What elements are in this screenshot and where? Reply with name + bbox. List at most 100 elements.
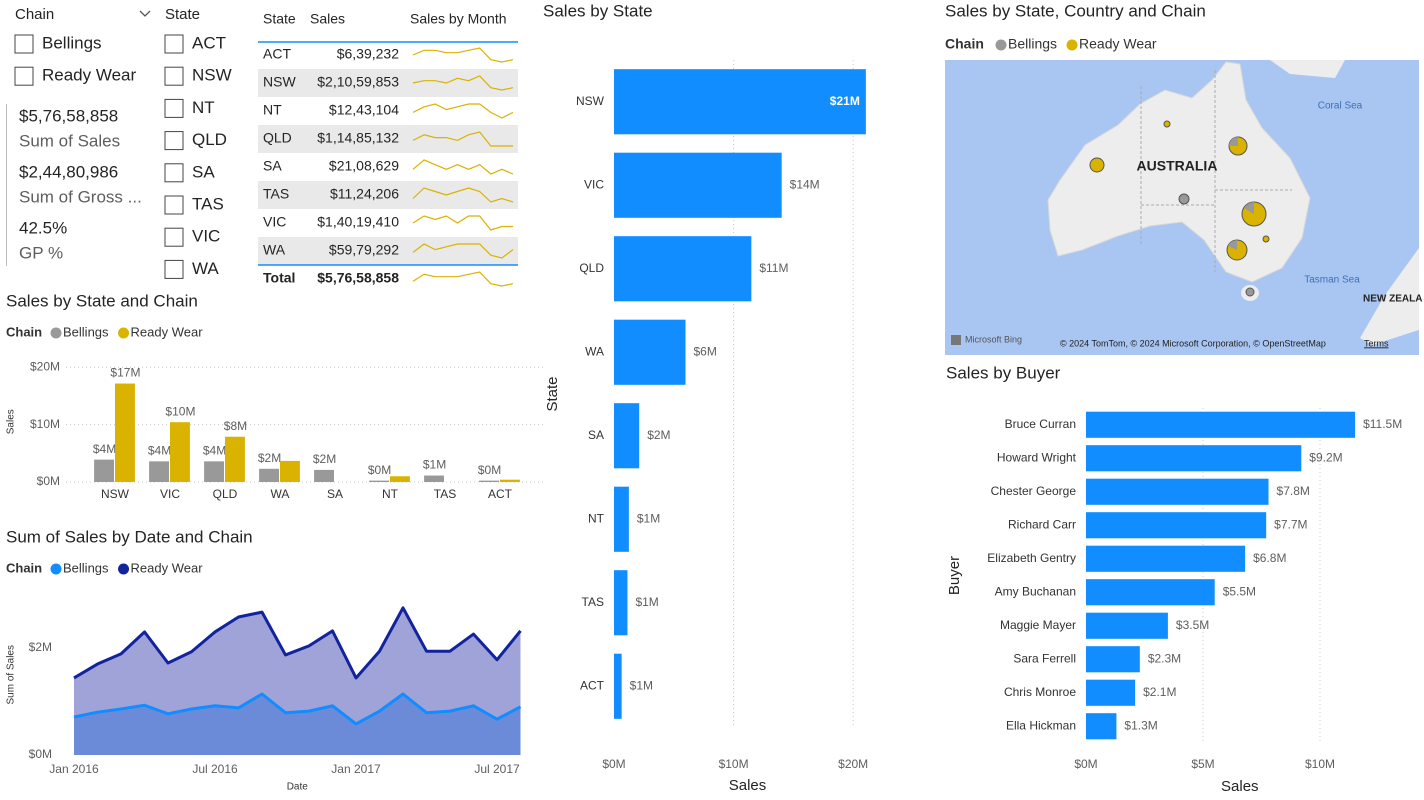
bar[interactable] [1086,646,1140,673]
bar[interactable] [1086,411,1356,438]
checkbox[interactable] [14,66,34,86]
bar[interactable] [259,468,279,482]
bar[interactable] [614,403,640,469]
bar[interactable] [115,383,135,482]
legend-item[interactable]: Bellings [63,560,109,575]
bar[interactable] [225,436,245,482]
slicer-option[interactable]: SA [192,162,215,181]
legend-item[interactable]: Bellings [1008,36,1057,52]
bar[interactable] [424,475,444,482]
table-total: Total [263,270,295,286]
bing-logo [951,335,961,345]
slicer-option[interactable]: Ready Wear [42,66,137,85]
slicer-option[interactable]: Bellings [42,33,102,52]
slicer-option[interactable]: TAS [192,194,224,213]
legend-item[interactable]: Ready Wear [131,324,204,339]
bar[interactable] [1086,445,1302,472]
bar[interactable] [614,653,622,719]
bar[interactable] [1086,512,1267,539]
bar[interactable] [614,486,629,552]
y-tick-label: Elizabeth Gentry [987,551,1076,565]
checkbox[interactable] [164,227,184,247]
map-title: Sales by State, Country and Chain [945,1,1206,20]
checkbox[interactable] [164,195,184,215]
data-label: $4M [93,442,116,456]
map-pie[interactable] [1262,235,1270,243]
legend-marker [118,563,130,575]
bar[interactable] [314,469,334,482]
x-tick-label: ACT [488,487,513,501]
bar[interactable] [170,422,190,482]
slicer-option[interactable]: ACT [192,33,226,52]
x-axis-title: Sales [729,777,767,794]
bar[interactable] [614,152,782,218]
bar[interactable] [1086,579,1215,606]
bar[interactable] [1086,612,1168,639]
y-tick-label: VIC [584,177,604,191]
bar[interactable] [369,480,389,482]
map-pie[interactable] [1245,287,1255,297]
cards: $5,76,58,858 Sum of Sales $2,44,80,986 Sum … [19,106,142,262]
legend-marker [118,327,130,339]
legend-item[interactable]: Ready Wear [1079,36,1157,52]
checkbox[interactable] [164,163,184,183]
bar[interactable] [1086,545,1246,572]
checkbox[interactable] [164,34,184,54]
card-label: Sum of Sales [19,131,120,150]
y-tick-label: QLD [579,261,604,275]
map-pie[interactable] [1089,157,1105,173]
map-pie[interactable] [1163,120,1171,128]
dropdown-chevron[interactable] [139,10,151,17]
bar[interactable] [1086,713,1117,740]
bar[interactable] [1086,679,1136,706]
map-label: AUSTRALIA [1137,158,1218,174]
y-axis-title: State [544,376,561,411]
y-tick-label: Chester George [991,484,1077,498]
y-tick-label: SA [588,428,604,442]
x-tick-label: Jan 2017 [331,762,381,776]
bar[interactable] [390,476,410,482]
y-tick-label: TAS [582,595,604,609]
checkbox[interactable] [164,98,184,118]
checkbox[interactable] [164,259,184,279]
bar[interactable] [614,236,752,302]
land-new-zealand [1360,248,1419,345]
table-cell: TAS [263,186,289,202]
bar[interactable] [94,459,114,482]
bar[interactable] [1086,478,1269,505]
bar[interactable] [149,461,169,482]
data-label: $6M [694,344,717,358]
slicer-option[interactable]: QLD [192,130,227,149]
bar[interactable] [614,69,866,135]
sparkline [412,159,514,175]
bar[interactable] [280,460,300,482]
bar[interactable] [479,480,499,482]
x-tick-label: QLD [213,487,238,501]
bar[interactable] [204,461,224,482]
map-label: Tasman Sea [1304,275,1360,286]
map-pie[interactable] [1178,193,1190,205]
data-label: $2.1M [1143,685,1176,699]
bar[interactable] [614,319,686,385]
slicer-option[interactable]: NT [192,98,215,117]
checkbox[interactable] [164,131,184,151]
map-terms-link[interactable]: Terms [1364,338,1389,348]
sparkline [412,215,513,231]
legend-item[interactable]: Bellings [63,324,109,339]
data-label: $14M [790,177,820,191]
checkbox[interactable] [14,34,34,54]
series-line[interactable] [73,606,522,680]
legend-item[interactable]: Ready Wear [131,560,204,575]
checkbox[interactable] [164,66,184,86]
legend-marker [50,563,62,575]
data-label: $11M [759,261,788,275]
bar[interactable] [500,479,520,482]
bar[interactable] [614,570,628,636]
series-line[interactable] [73,692,522,726]
slicer-option[interactable]: VIC [192,227,220,246]
table-cell: $1,40,19,410 [317,214,399,230]
y-tick-label: Howard Wright [997,450,1077,464]
slicer-option[interactable]: NSW [192,66,232,85]
slicer-option[interactable]: WA [192,259,219,278]
data-label: $0M [478,463,501,477]
